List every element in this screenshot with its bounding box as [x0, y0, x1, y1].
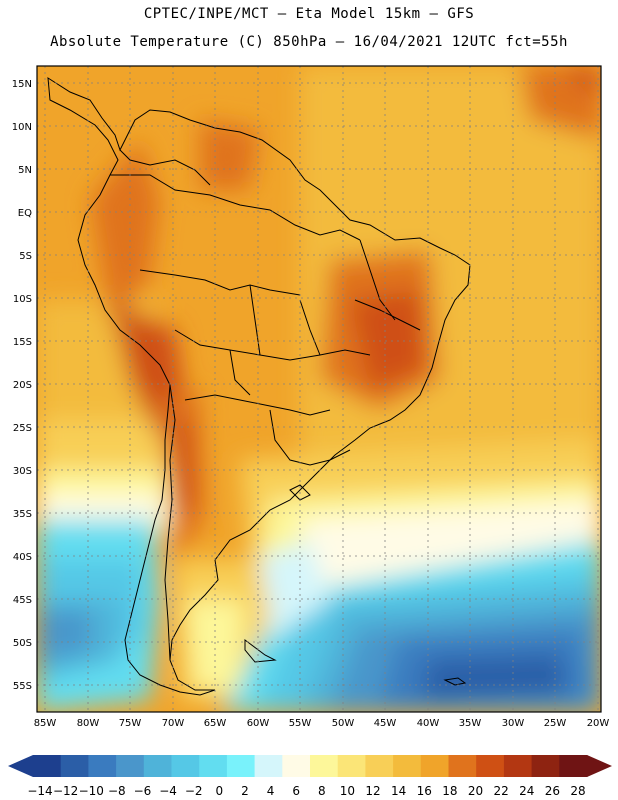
colorbar-tick-label: −10: [79, 784, 104, 798]
lat-label: 5N: [18, 165, 32, 176]
colorbar-tick-label: 6: [292, 784, 300, 798]
colorbar-tick-label: 26: [545, 784, 560, 798]
colorbar-swatch: [310, 755, 339, 777]
lat-label: 40S: [13, 552, 32, 563]
colorbar-tick-label: 14: [391, 784, 406, 798]
colorbar-swatch: [476, 755, 505, 777]
map-title-line-1: CPTEC/INPE/MCT – Eta Model 15km – GFS: [143, 6, 475, 22]
lon-label: 85W: [34, 718, 57, 729]
colorbar-tick-label: 18: [442, 784, 457, 798]
graticule: [37, 66, 601, 712]
lon-label: 70W: [162, 718, 185, 729]
lat-label: 30S: [13, 466, 32, 477]
colorbar-swatch: [199, 755, 228, 777]
colorbar-min-arrow: [8, 755, 33, 777]
lon-label: 50W: [332, 718, 355, 729]
colorbar-swatch: [531, 755, 560, 777]
colorbar-swatch: [282, 755, 311, 777]
latitude-axis: 15N 10N 5N EQ 5S 10S 15S 20S 25S 30S 35S…: [12, 79, 32, 692]
lat-label: 35S: [13, 509, 32, 520]
colorbar-tick-label: −2: [185, 784, 203, 798]
lat-label: 10S: [13, 294, 32, 305]
longitude-axis: 85W 80W 75W 70W 65W 60W 55W 50W 45W 40W …: [34, 718, 610, 729]
lon-label: 25W: [544, 718, 567, 729]
colorbar-swatch: [60, 755, 89, 777]
colorbar-tick-label: −12: [53, 784, 78, 798]
lon-label: 60W: [247, 718, 270, 729]
lat-label: 45S: [13, 595, 32, 606]
lat-label: 25S: [13, 423, 32, 434]
lon-label: 65W: [204, 718, 227, 729]
colorbar-swatch: [116, 755, 145, 777]
lon-label: 30W: [502, 718, 525, 729]
colorbar-tick-label: 10: [340, 784, 355, 798]
colorbar-tick-label: 2: [241, 784, 249, 798]
colorbar-tick-label: −4: [159, 784, 177, 798]
colorbar-tick-label: 22: [494, 784, 509, 798]
colorbar: −14 −12 −10 −8 −6 −4 −2 0 2 4 6 8 10 12 14 16 18 20 22 24 26…: [8, 755, 612, 798]
colorbar-tick-label: 0: [216, 784, 224, 798]
map-title-line-2: Absolute Temperature (C) 850hPa – 16/04/…: [50, 34, 568, 50]
colorbar-swatch: [365, 755, 394, 777]
colorbar-swatch: [393, 755, 422, 777]
colorbar-swatch: [254, 755, 283, 777]
lat-label: EQ: [18, 208, 32, 219]
lon-label: 45W: [374, 718, 397, 729]
colorbar-tick-label: 20: [468, 784, 483, 798]
colorbar-swatch: [88, 755, 117, 777]
lat-label: 50S: [13, 638, 32, 649]
colorbar-tick-label: 8: [318, 784, 326, 798]
colorbar-swatch: [226, 755, 256, 777]
colorbar-tick-label: 24: [519, 784, 534, 798]
temperature-field: [37, 66, 601, 712]
colorbar-swatch: [420, 755, 449, 777]
coastline-and-borders: [47, 77, 471, 696]
colorbar-tick-label: 16: [417, 784, 432, 798]
colorbar-tick-label: 12: [365, 784, 380, 798]
lon-label: 20W: [587, 718, 610, 729]
colorbar-swatch: [559, 755, 588, 777]
colorbar-max-arrow: [587, 755, 612, 777]
lon-label: 40W: [417, 718, 440, 729]
colorbar-swatch: [171, 755, 200, 777]
lon-label: 35W: [459, 718, 482, 729]
colorbar-swatch: [33, 755, 62, 777]
colorbar-tick-label: −6: [134, 784, 152, 798]
colorbar-swatch: [337, 755, 366, 777]
lat-label: 10N: [12, 122, 32, 133]
colorbar-swatch: [448, 755, 477, 777]
colorbar-tick-label: 4: [267, 784, 275, 798]
colorbar-tick-label: −14: [27, 784, 52, 798]
colorbar-tick-label: −8: [108, 784, 126, 798]
colorbar-swatch: [143, 755, 172, 777]
lat-label: 5S: [19, 251, 32, 262]
lat-label: 15N: [12, 79, 32, 90]
lon-label: 55W: [289, 718, 312, 729]
lat-label: 20S: [13, 380, 32, 391]
lon-label: 75W: [119, 718, 142, 729]
colorbar-swatch: [503, 755, 533, 777]
colorbar-tick-label: 28: [570, 784, 585, 798]
lon-label: 80W: [77, 718, 100, 729]
lat-label: 55S: [13, 681, 32, 692]
map-frame: [36, 65, 602, 713]
lat-label: 15S: [13, 337, 32, 348]
